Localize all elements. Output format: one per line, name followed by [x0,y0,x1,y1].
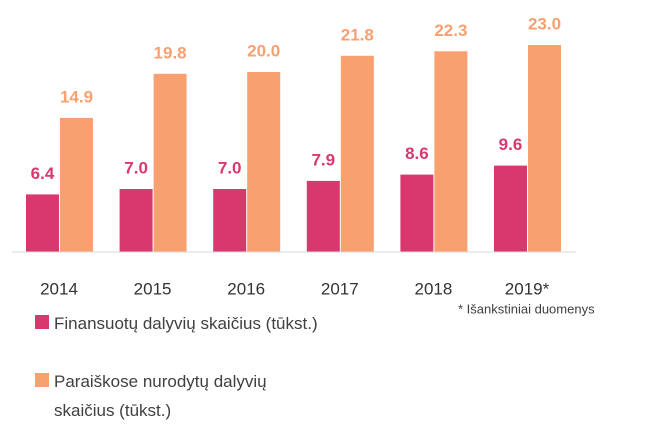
data-label: 7.9 [311,150,335,169]
bar [494,165,527,252]
x-tick-label: 2014 [40,279,78,298]
legend-label: Finansuotų dalyvių skaičius (tūkst.) [54,314,318,333]
x-tick-label: 2019* [505,279,550,298]
data-label: 20.0 [247,41,280,60]
bar [528,45,561,252]
footnote: * Išankstiniai duomenys [458,301,595,316]
bar [340,55,374,252]
bar [247,72,281,252]
legend-swatch [35,315,49,329]
data-label: 6.4 [31,164,55,183]
bar [26,194,59,252]
bar [60,117,93,253]
data-label: 23.0 [528,14,561,33]
bar [213,189,247,252]
x-tick-label: 2018 [414,279,452,298]
bar [306,180,340,252]
data-label: 14.9 [60,87,93,106]
x-tick-label: 2017 [321,279,359,298]
data-label: 19.8 [154,43,187,62]
x-tick-label: 2016 [227,279,265,298]
data-label: 9.6 [499,135,523,154]
bar [119,189,153,252]
bar [153,73,187,252]
data-label: 7.0 [218,158,242,177]
legend-swatch [35,373,49,387]
bar [434,51,468,252]
data-label: 22.3 [434,21,467,40]
legend-label: Paraiškose nurodytų dalyvių skaičius (tū… [54,372,267,420]
x-tick-label: 2015 [134,279,172,298]
data-label: 21.8 [341,25,374,44]
data-label: 7.0 [124,158,148,177]
data-label: 8.6 [405,144,429,163]
bar [400,174,434,252]
